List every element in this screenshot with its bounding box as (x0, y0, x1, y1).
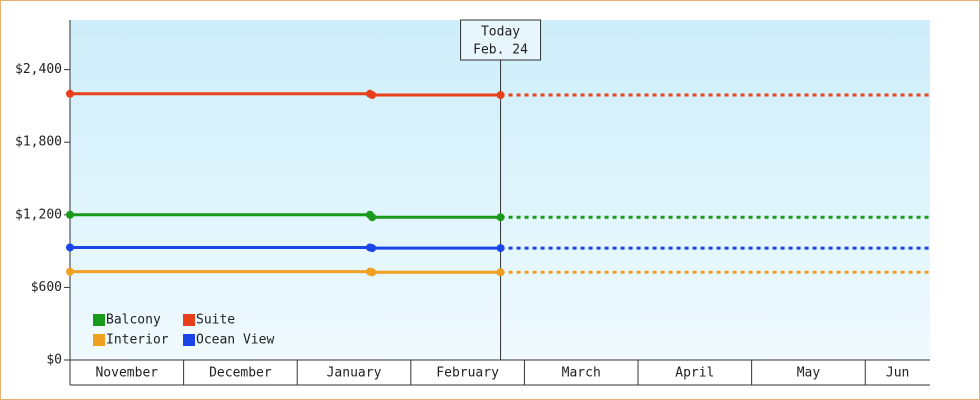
data-point (66, 89, 74, 98)
y-tick-label: $1,800 (15, 135, 62, 150)
data-point (496, 213, 505, 222)
legend-label: Interior (106, 333, 169, 348)
data-point (496, 244, 505, 253)
legend-label: Suite (196, 313, 235, 328)
x-tick-label: February (436, 366, 499, 381)
data-point (368, 91, 377, 100)
y-tick-label: $600 (31, 280, 62, 295)
series-line (70, 92, 501, 97)
today-label: Feb. 24 (473, 43, 528, 58)
data-point (368, 244, 377, 253)
today-box (460, 19, 542, 61)
y-tick-label: $1,200 (15, 207, 62, 222)
legend-swatch (183, 334, 195, 346)
x-tick-label: May (797, 366, 821, 381)
legend-swatch (93, 334, 105, 346)
x-tick-label: January (327, 366, 382, 381)
legend-label: Ocean View (196, 333, 274, 348)
data-point (368, 268, 377, 277)
data-point (496, 268, 505, 277)
series-line (70, 245, 501, 250)
data-point (496, 91, 505, 100)
x-tick-label: April (675, 366, 714, 381)
series-line (70, 270, 501, 274)
legend-swatch (93, 314, 105, 326)
data-point (66, 243, 74, 252)
y-tick-label: $0 (46, 353, 62, 368)
legend-label: Balcony (106, 313, 161, 328)
y-tick-label: $2,400 (15, 62, 62, 77)
legend-swatch (183, 314, 195, 326)
x-tick-label: March (562, 366, 601, 381)
today-label: Today (481, 25, 520, 40)
x-tick-label: Jun (886, 366, 909, 381)
x-tick-label: November (95, 366, 158, 381)
data-point (66, 267, 74, 276)
x-tick-label: December (209, 366, 272, 381)
data-point (66, 210, 74, 219)
data-point (368, 213, 377, 222)
plot-area (70, 20, 930, 360)
